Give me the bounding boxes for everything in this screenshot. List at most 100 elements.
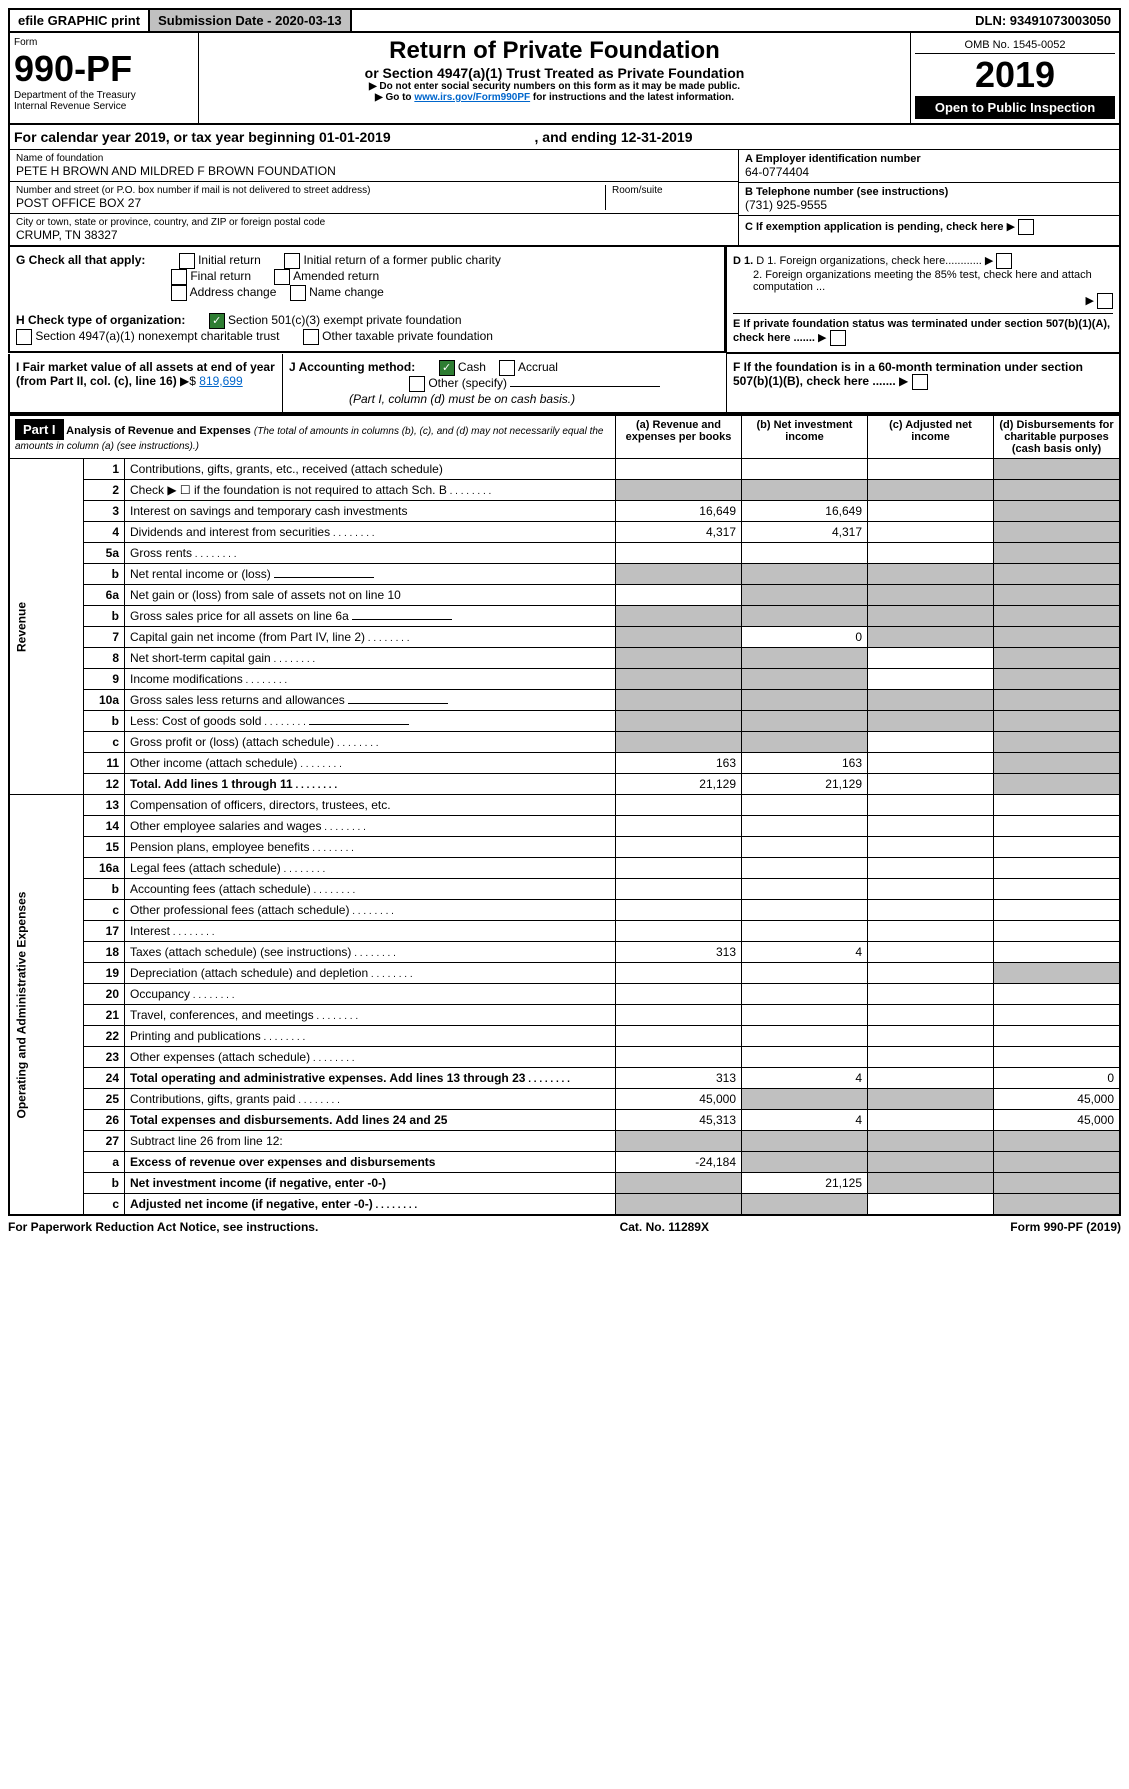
- i-value[interactable]: 819,699: [199, 374, 242, 388]
- cell-value: [616, 1131, 742, 1152]
- checkbox-d1[interactable]: [996, 253, 1012, 269]
- cell-value: [868, 732, 994, 753]
- cell-value: [616, 1005, 742, 1026]
- row-number: 21: [84, 1005, 125, 1026]
- cell-value: [742, 1089, 868, 1110]
- cell-value: 45,000: [994, 1089, 1121, 1110]
- cell-value: [742, 921, 868, 942]
- cell-value: [994, 627, 1121, 648]
- row-description: Less: Cost of goods sold . . . . . . . .: [125, 711, 616, 732]
- cell-value: [994, 963, 1121, 984]
- cell-value: 16,649: [616, 501, 742, 522]
- table-row: 26Total expenses and disbursements. Add …: [9, 1110, 1120, 1131]
- cell-value: 45,313: [616, 1110, 742, 1131]
- row-number: 14: [84, 816, 125, 837]
- row-description: Income modifications . . . . . . . .: [125, 669, 616, 690]
- cell-value: 4: [742, 942, 868, 963]
- cell-value: [742, 564, 868, 585]
- irs-label: Internal Revenue Service: [14, 101, 194, 112]
- row-number: 23: [84, 1047, 125, 1068]
- address: POST OFFICE BOX 27: [16, 196, 605, 210]
- cell-value: [994, 837, 1121, 858]
- row-number: 3: [84, 501, 125, 522]
- cell-value: [742, 1194, 868, 1216]
- checkbox-e[interactable]: [830, 330, 846, 346]
- row-description: Other employee salaries and wages . . . …: [125, 816, 616, 837]
- row-description: Total. Add lines 1 through 11 . . . . . …: [125, 774, 616, 795]
- row-description: Taxes (attach schedule) (see instruction…: [125, 942, 616, 963]
- checkbox-initial[interactable]: [179, 253, 195, 269]
- table-row: 15Pension plans, employee benefits . . .…: [9, 837, 1120, 858]
- cell-value: [868, 921, 994, 942]
- row-number: c: [84, 1194, 125, 1216]
- checkbox-c[interactable]: [1018, 219, 1034, 235]
- cell-value: 4: [742, 1110, 868, 1131]
- checkbox-accrual[interactable]: [499, 360, 515, 376]
- cell-value: 163: [616, 753, 742, 774]
- cell-value: 0: [742, 627, 868, 648]
- checkbox-name[interactable]: [290, 285, 306, 301]
- row-description: Net rental income or (loss): [125, 564, 616, 585]
- cell-value: [868, 627, 994, 648]
- footer-right: Form 990-PF (2019): [1010, 1220, 1121, 1234]
- part1-label: Part I: [15, 419, 64, 440]
- cell-value: [868, 585, 994, 606]
- col-b: (b) Net investment income: [742, 415, 868, 459]
- section-g: G Check all that apply: Initial return I…: [8, 247, 726, 307]
- checkbox-501c3[interactable]: [209, 313, 225, 329]
- addr-label: Number and street (or P.O. box number if…: [16, 185, 605, 196]
- row-description: Legal fees (attach schedule) . . . . . .…: [125, 858, 616, 879]
- checkbox-amended[interactable]: [274, 269, 290, 285]
- col-a: (a) Revenue and expenses per books: [616, 415, 742, 459]
- cell-value: [868, 669, 994, 690]
- row-description: Accounting fees (attach schedule) . . . …: [125, 879, 616, 900]
- row-number: 9: [84, 669, 125, 690]
- table-row: bLess: Cost of goods sold . . . . . . . …: [9, 711, 1120, 732]
- cell-value: [994, 753, 1121, 774]
- g-label: G Check all that apply:: [16, 253, 145, 267]
- row-number: b: [84, 879, 125, 900]
- table-row: cAdjusted net income (if negative, enter…: [9, 1194, 1120, 1216]
- cell-value: [616, 543, 742, 564]
- checkbox-final[interactable]: [171, 269, 187, 285]
- checkbox-d2[interactable]: [1097, 293, 1113, 309]
- checkbox-4947[interactable]: [16, 329, 32, 345]
- row-number: 24: [84, 1068, 125, 1089]
- checkbox-f[interactable]: [912, 374, 928, 390]
- row-number: 15: [84, 837, 125, 858]
- checkbox-initial-former[interactable]: [284, 253, 300, 269]
- cell-value: [868, 1089, 994, 1110]
- checkbox-cash[interactable]: [439, 360, 455, 376]
- dln: DLN: 93491073003050: [967, 10, 1119, 31]
- cell-value: [868, 963, 994, 984]
- cell-value: [742, 1026, 868, 1047]
- submission-date: Submission Date - 2020-03-13: [150, 10, 352, 31]
- table-row: cOther professional fees (attach schedul…: [9, 900, 1120, 921]
- checkbox-other-method[interactable]: [409, 376, 425, 392]
- table-row: 23Other expenses (attach schedule) . . .…: [9, 1047, 1120, 1068]
- cell-value: [994, 690, 1121, 711]
- section-ij: I Fair market value of all assets at end…: [8, 354, 1121, 414]
- form-subtitle: or Section 4947(a)(1) Trust Treated as P…: [203, 65, 906, 81]
- checkbox-address[interactable]: [171, 285, 187, 301]
- form-link[interactable]: www.irs.gov/Form990PF: [414, 92, 530, 103]
- cell-value: [742, 963, 868, 984]
- cell-value: 0: [994, 1068, 1121, 1089]
- cell-value: [616, 858, 742, 879]
- cell-value: [994, 1152, 1121, 1173]
- phone: (731) 925-9555: [745, 198, 1113, 212]
- cell-value: [868, 858, 994, 879]
- dept-label: Department of the Treasury: [14, 90, 194, 101]
- cell-value: [868, 480, 994, 501]
- cell-value: [868, 1005, 994, 1026]
- cell-value: [868, 522, 994, 543]
- table-row: Revenue1Contributions, gifts, grants, et…: [9, 459, 1120, 480]
- cell-value: [994, 543, 1121, 564]
- cell-value: [742, 711, 868, 732]
- cell-value: [742, 648, 868, 669]
- cell-value: 4,317: [616, 522, 742, 543]
- table-row: bNet rental income or (loss): [9, 564, 1120, 585]
- checkbox-other-tax[interactable]: [303, 329, 319, 345]
- row-description: Other income (attach schedule) . . . . .…: [125, 753, 616, 774]
- table-row: cGross profit or (loss) (attach schedule…: [9, 732, 1120, 753]
